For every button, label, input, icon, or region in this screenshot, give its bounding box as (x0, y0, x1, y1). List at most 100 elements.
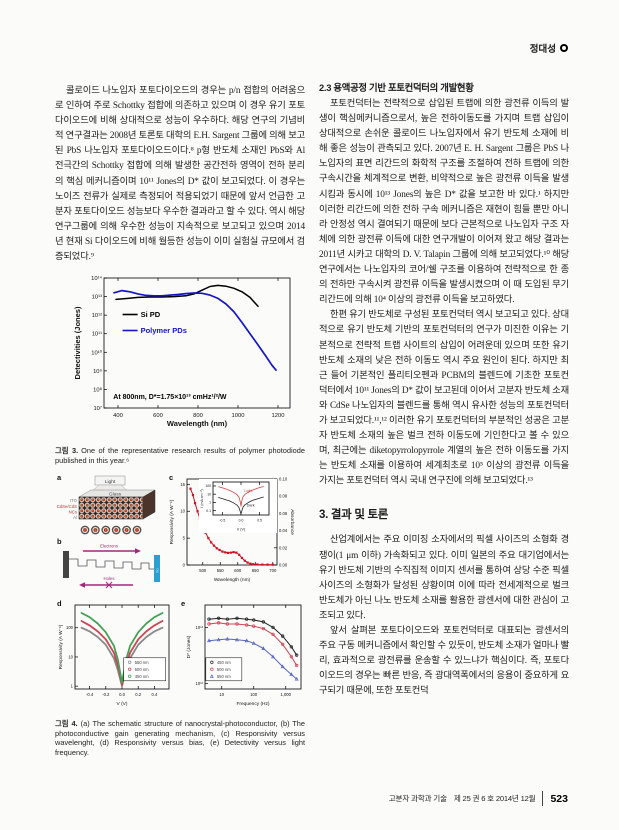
body-paragraph: 산업계에서는 주요 이미징 소자에서의 픽셀 사이즈의 소형화 경쟁이(1 μm… (319, 535, 569, 621)
page-footer: 고분자 과학과 기술 제 25 권 6 호 2014년 12월 523 (389, 791, 568, 806)
svg-text:100: 100 (250, 692, 258, 697)
svg-text:1: 1 (71, 683, 74, 688)
svg-text:-0.5: -0.5 (219, 518, 225, 522)
label-glass: Glass (109, 491, 122, 497)
svg-text:-0.2: -0.2 (102, 692, 110, 697)
svg-text:V (V): V (V) (237, 527, 245, 531)
svg-text:Detectivities (Jones): Detectivities (Jones) (73, 306, 82, 379)
svg-text:10⁷: 10⁷ (93, 405, 102, 412)
svg-text:15: 15 (180, 482, 185, 487)
figure4-panel-a-schematic: Light Glass ITO CdSe/CdS NCs Al (57, 475, 156, 535)
svg-text:1,000: 1,000 (280, 692, 291, 697)
svg-text:10¹³: 10¹³ (196, 625, 204, 630)
svg-text:10¹³: 10¹³ (92, 295, 102, 301)
svg-text:Absorbance: Absorbance (289, 509, 295, 535)
svg-text:550: 550 (217, 568, 225, 573)
svg-text:550 nm: 550 nm (135, 660, 149, 665)
label-light: Light (105, 479, 116, 485)
svg-text:10: 10 (180, 508, 185, 513)
body-paragraph: 콜로이드 나노입자 포토다이오드의 경우는 p/n 접합의 어려움으로 인하여 … (55, 86, 305, 263)
svg-text:600: 600 (153, 413, 163, 419)
svg-text:10¹²: 10¹² (92, 313, 102, 319)
svg-text:0.10: 0.10 (279, 476, 288, 481)
footer-page-number: 523 (550, 792, 568, 805)
svg-text:0.06: 0.06 (279, 511, 288, 516)
footer-divider (542, 791, 544, 806)
figure4-panel-c-inset-iv-chart: -0.5 0.0 0.5 0.1 1 10 100 V (V) I (mA cm⁻²) Light… (199, 478, 277, 533)
svg-text:500 nm: 500 nm (135, 667, 149, 672)
svg-text:10⁹: 10⁹ (93, 368, 102, 375)
svg-text:Light: Light (244, 489, 253, 493)
svg-text:0.1: 0.1 (206, 509, 211, 513)
svg-text:0.0: 0.0 (119, 692, 125, 697)
svg-text:0.2: 0.2 (135, 692, 141, 697)
figure4-panel-d-chart: -0.4 -0.2 0.0 0.2 0.4 1 10 100 V (V) Responsivity… (58, 604, 170, 707)
svg-text:-0.4: -0.4 (86, 692, 94, 697)
figure4-panel-label-a: a (57, 472, 62, 482)
label-electrons: Electrons (100, 543, 118, 548)
svg-text:Responsivity (A W⁻¹): Responsivity (A W⁻¹) (169, 499, 175, 544)
body-paragraph: 포토컨덕터는 전략적으로 삽입된 트랩에 의한 광전류 이득의 발생이 핵심메커… (319, 99, 569, 306)
svg-text:Wavelength (nm): Wavelength (nm) (167, 419, 228, 428)
figure3-chart: 400 600 800 1000 1200 10⁷ 10⁸ 10⁹ 10¹⁰ 10¹¹ 10¹² 10… (73, 275, 291, 428)
svg-text:700: 700 (269, 568, 277, 573)
svg-text:10¹⁴: 10¹⁴ (91, 275, 102, 282)
svg-text:600: 600 (234, 568, 242, 573)
label-ito-electrode: ITO (156, 567, 160, 572)
label-ncs: NCs (69, 509, 77, 514)
electron-arrowhead (135, 548, 141, 554)
svg-text:Dark: Dark (247, 503, 255, 507)
svg-text:400: 400 (113, 413, 123, 419)
svg-text:650: 650 (252, 568, 260, 573)
svg-text:500: 500 (199, 568, 207, 573)
svg-text:Frequency (Hz): Frequency (Hz) (236, 701, 269, 707)
footer-journal-name: 고분자 과학과 기술 (388, 794, 447, 803)
figure3-caption-label: 그림 3. (55, 446, 79, 456)
svg-text:0.4: 0.4 (151, 692, 157, 697)
label-al: Al (73, 515, 77, 520)
svg-text:At 800nm, D*=1.75×10¹³ cmHz¹/²: At 800nm, D*=1.75×10¹³ cmHz¹/²/W (113, 394, 227, 401)
svg-text:Wavelength (nm): Wavelength (nm) (214, 577, 251, 583)
figure4-panel-e-chart: 10 100 1,000 10¹² 10¹³ Frequency (Hz) D* (Jone… (186, 604, 302, 707)
svg-text:800: 800 (193, 413, 203, 419)
svg-text:500 nm: 500 nm (217, 667, 231, 672)
right-column: 2.3 용액공정 기반 포토컨덕터의 개발현황 포토컨덕터는 전략적으로 삽입된… (319, 80, 569, 699)
svg-text:10: 10 (68, 654, 73, 659)
label-cdsecds: CdSe/CdS (57, 504, 77, 509)
svg-text:550 nm: 550 nm (217, 674, 231, 679)
svg-text:Si PD: Si PD (141, 310, 161, 319)
nanocrystal-film (78, 496, 144, 520)
figure4-panel-label-e: e (181, 598, 186, 608)
svg-text:5: 5 (183, 535, 186, 540)
figure3-caption: 그림 3. One of the representative research … (55, 446, 305, 466)
figure-3: 400 600 800 1000 1200 10⁷ 10⁸ 10⁹ 10¹⁰ 10¹¹ 10¹² 10… (55, 272, 305, 466)
figure4-panel-b-mechanism: Electrons ITO Holes (63, 543, 160, 589)
svg-text:1000: 1000 (232, 413, 245, 419)
figure3-caption-text: One of the representative research resul… (55, 446, 305, 465)
svg-text:10⁸: 10⁸ (93, 387, 102, 394)
svg-text:100: 100 (205, 484, 211, 488)
svg-text:0.02: 0.02 (279, 545, 288, 550)
figure4-caption-text: (a) The schematic structure of nanocryst… (55, 718, 305, 758)
figure4-panel-label-b: b (57, 536, 62, 546)
left-column: 콜로이드 나노입자 포토다이오드의 경우는 p/n 접합의 어려움으로 인하여 … (55, 84, 305, 758)
svg-text:D* (Jones): D* (Jones) (186, 635, 192, 658)
svg-text:0: 0 (183, 562, 186, 567)
svg-text:10¹¹: 10¹¹ (92, 332, 102, 338)
svg-text:10¹⁰: 10¹⁰ (91, 349, 102, 356)
svg-text:0.04: 0.04 (279, 528, 288, 533)
section-heading-3: 3. 결과 및 토론 (319, 509, 389, 522)
figure4-panel-c-chart: 500 550 600 650 700 0 5 10 15 0.00 0.02 0.04 0.06 0.0… (169, 476, 295, 583)
svg-text:10: 10 (219, 692, 224, 697)
svg-text:Polymer PDs: Polymer PDs (141, 326, 187, 335)
svg-text:1200: 1200 (272, 413, 285, 419)
svg-text:450 nm: 450 nm (135, 674, 149, 679)
figure4-caption: 그림 4. (a) The schematic structure of nano… (55, 719, 305, 758)
footer-issue: 제 25 권 6 호 2014년 12월 (453, 794, 536, 803)
coreshell-nanocrystal-row (80, 525, 142, 535)
holes-arrowhead (79, 582, 85, 588)
svg-text:450 nm: 450 nm (217, 660, 231, 665)
svg-text:0.00: 0.00 (279, 562, 288, 567)
svg-text:0.5: 0.5 (257, 518, 262, 522)
